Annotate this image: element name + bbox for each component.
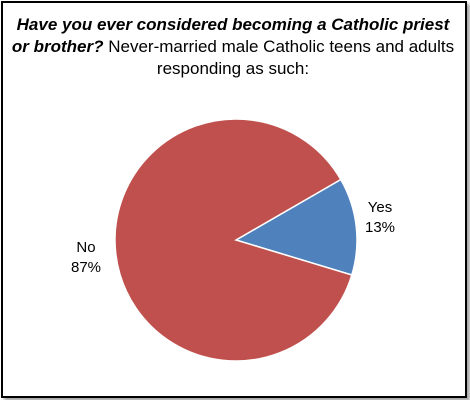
chart-title-question: Have you ever considered becoming a Cath…	[11, 15, 450, 56]
slice-label-no: No	[76, 239, 95, 256]
slice-value-yes: 13%	[365, 219, 395, 236]
chart-title: Have you ever considered becoming a Cath…	[10, 14, 456, 80]
slice-value-no: 87%	[71, 259, 101, 276]
pie-slice-yes	[234, 178, 358, 276]
slice-label-yes: Yes	[368, 199, 392, 216]
pie-slice-no	[114, 118, 353, 362]
chart-title-rest: Never-married male Catholic teens and ad…	[108, 37, 455, 78]
